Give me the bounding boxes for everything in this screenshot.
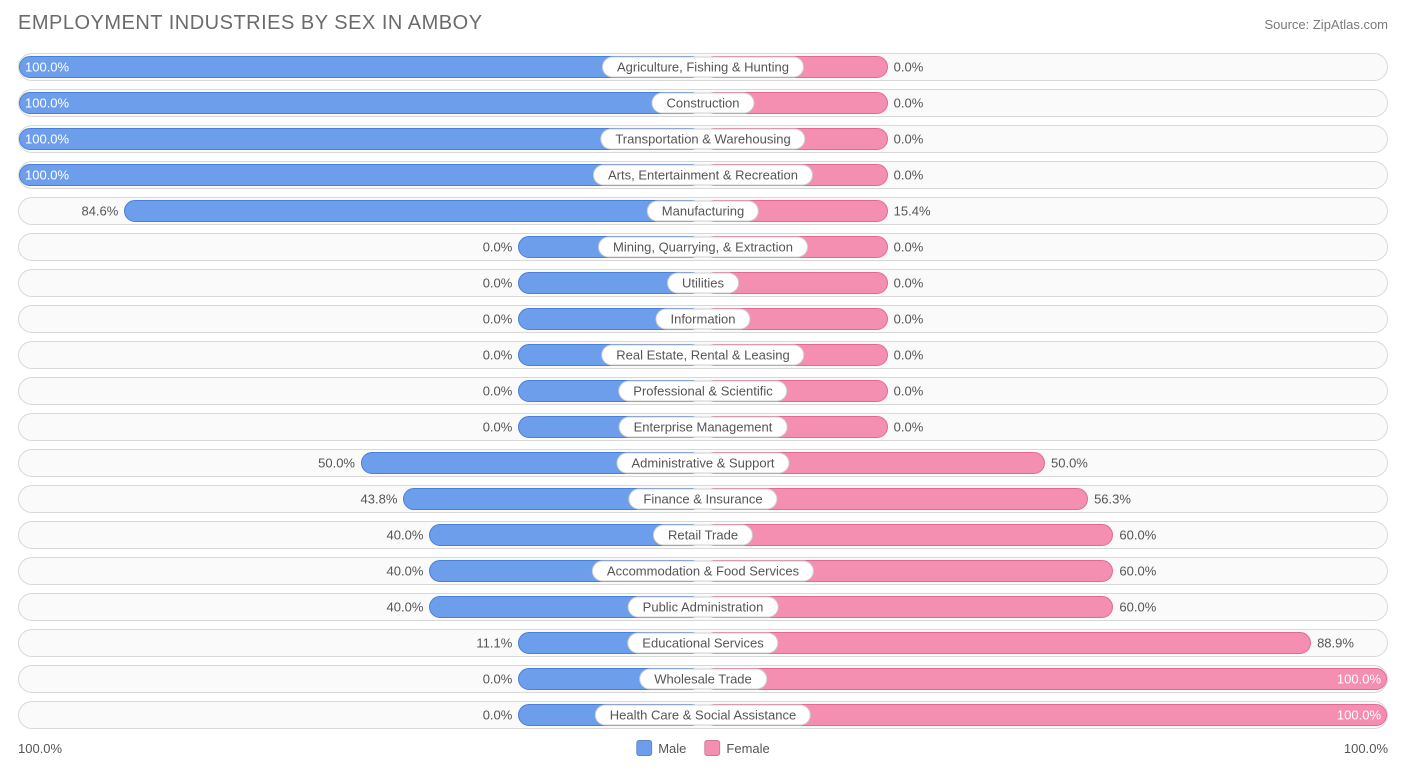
male-value-label: 0.0% — [483, 348, 513, 363]
male-value-label: 40.0% — [387, 528, 424, 543]
category-label: Public Administration — [628, 597, 779, 618]
male-value-label: 0.0% — [483, 312, 513, 327]
legend-item-male: Male — [636, 740, 686, 756]
female-value-label: 0.0% — [894, 420, 924, 435]
category-label: Health Care & Social Assistance — [595, 705, 811, 726]
chart-row: 0.0% 0.0% Information — [18, 305, 1388, 333]
female-swatch-icon — [704, 740, 720, 756]
female-value-label: 60.0% — [1119, 528, 1156, 543]
category-label: Wholesale Trade — [639, 669, 767, 690]
male-swatch-icon — [636, 740, 652, 756]
legend-female-label: Female — [726, 741, 769, 756]
female-value-label: 0.0% — [894, 276, 924, 291]
female-value-label: 50.0% — [1051, 456, 1088, 471]
category-label: Arts, Entertainment & Recreation — [593, 165, 813, 186]
chart-row: 100.0% 0.0% Agriculture, Fishing & Hunting — [18, 53, 1388, 81]
male-bar — [19, 92, 703, 114]
axis-left-label: 100.0% — [18, 741, 62, 756]
category-label: Utilities — [667, 273, 739, 294]
female-bar — [703, 524, 1113, 546]
male-value-label: 100.0% — [25, 132, 69, 147]
male-value-label: 100.0% — [25, 60, 69, 75]
male-value-label: 84.6% — [81, 204, 118, 219]
male-value-label: 50.0% — [318, 456, 355, 471]
category-label: Retail Trade — [653, 525, 753, 546]
chart-source: Source: ZipAtlas.com — [1264, 17, 1388, 32]
chart-row: 84.6% 15.4% Manufacturing — [18, 197, 1388, 225]
female-value-label: 0.0% — [894, 60, 924, 75]
chart-row: 40.0% 60.0% Accommodation & Food Services — [18, 557, 1388, 585]
female-value-label: 60.0% — [1119, 600, 1156, 615]
category-label: Administrative & Support — [616, 453, 789, 474]
male-value-label: 0.0% — [483, 240, 513, 255]
female-bar — [703, 632, 1311, 654]
category-label: Educational Services — [627, 633, 778, 654]
category-label: Real Estate, Rental & Leasing — [601, 345, 804, 366]
female-value-label: 100.0% — [1337, 708, 1381, 723]
female-value-label: 0.0% — [894, 384, 924, 399]
chart-row: 0.0% 0.0% Enterprise Management — [18, 413, 1388, 441]
male-bar — [124, 200, 703, 222]
female-value-label: 0.0% — [894, 312, 924, 327]
male-value-label: 11.1% — [476, 636, 512, 651]
male-value-label: 100.0% — [25, 168, 69, 183]
male-value-label: 0.0% — [483, 384, 513, 399]
category-label: Manufacturing — [647, 201, 759, 222]
category-label: Finance & Insurance — [628, 489, 777, 510]
chart-row: 100.0% 0.0% Transportation & Warehousing — [18, 125, 1388, 153]
male-value-label: 43.8% — [361, 492, 398, 507]
chart-row: 100.0% 0.0% Arts, Entertainment & Recreati… — [18, 161, 1388, 189]
female-value-label: 0.0% — [894, 348, 924, 363]
male-value-label: 40.0% — [387, 564, 424, 579]
chart-header: EMPLOYMENT INDUSTRIES BY SEX IN AMBOY So… — [18, 12, 1388, 35]
chart-row: 100.0% 0.0% Construction — [18, 89, 1388, 117]
male-value-label: 40.0% — [387, 600, 424, 615]
chart-row: 0.0% 100.0% Wholesale Trade — [18, 665, 1388, 693]
female-value-label: 15.4% — [894, 204, 931, 219]
category-label: Enterprise Management — [619, 417, 788, 438]
category-label: Mining, Quarrying, & Extraction — [598, 237, 808, 258]
male-value-label: 0.0% — [483, 276, 513, 291]
category-label: Agriculture, Fishing & Hunting — [602, 57, 804, 78]
chart-area: 100.0% 0.0% Agriculture, Fishing & Hunting… — [18, 53, 1388, 729]
category-label: Information — [655, 309, 750, 330]
legend-item-female: Female — [704, 740, 769, 756]
category-label: Construction — [652, 93, 755, 114]
female-bar — [703, 668, 1387, 690]
female-value-label: 60.0% — [1119, 564, 1156, 579]
female-value-label: 0.0% — [894, 240, 924, 255]
chart-row: 11.1% 88.9% Educational Services — [18, 629, 1388, 657]
chart-row: 0.0% 0.0% Utilities — [18, 269, 1388, 297]
category-label: Professional & Scientific — [618, 381, 787, 402]
legend-male-label: Male — [658, 741, 686, 756]
male-value-label: 100.0% — [25, 96, 69, 111]
chart-row: 0.0% 0.0% Real Estate, Rental & Leasing — [18, 341, 1388, 369]
male-value-label: 0.0% — [483, 708, 513, 723]
female-value-label: 56.3% — [1094, 492, 1131, 507]
axis-right-label: 100.0% — [1344, 741, 1388, 756]
category-label: Accommodation & Food Services — [592, 561, 814, 582]
chart-row: 0.0% 0.0% Mining, Quarrying, & Extraction — [18, 233, 1388, 261]
chart-row: 0.0% 0.0% Professional & Scientific — [18, 377, 1388, 405]
female-value-label: 0.0% — [894, 168, 924, 183]
male-value-label: 0.0% — [483, 420, 513, 435]
chart-row: 50.0% 50.0% Administrative & Support — [18, 449, 1388, 477]
male-bar — [19, 56, 703, 78]
chart-row: 40.0% 60.0% Public Administration — [18, 593, 1388, 621]
chart-row: 43.8% 56.3% Finance & Insurance — [18, 485, 1388, 513]
legend: Male Female — [636, 740, 770, 756]
chart-row: 40.0% 60.0% Retail Trade — [18, 521, 1388, 549]
chart-row: 0.0% 100.0% Health Care & Social Assistanc… — [18, 701, 1388, 729]
chart-footer: 100.0% Male Female 100.0% — [18, 737, 1388, 759]
female-value-label: 0.0% — [894, 96, 924, 111]
category-label: Transportation & Warehousing — [600, 129, 805, 150]
female-value-label: 100.0% — [1337, 672, 1381, 687]
female-value-label: 0.0% — [894, 132, 924, 147]
chart-title: EMPLOYMENT INDUSTRIES BY SEX IN AMBOY — [18, 12, 483, 35]
female-value-label: 88.9% — [1317, 636, 1354, 651]
male-value-label: 0.0% — [483, 672, 513, 687]
